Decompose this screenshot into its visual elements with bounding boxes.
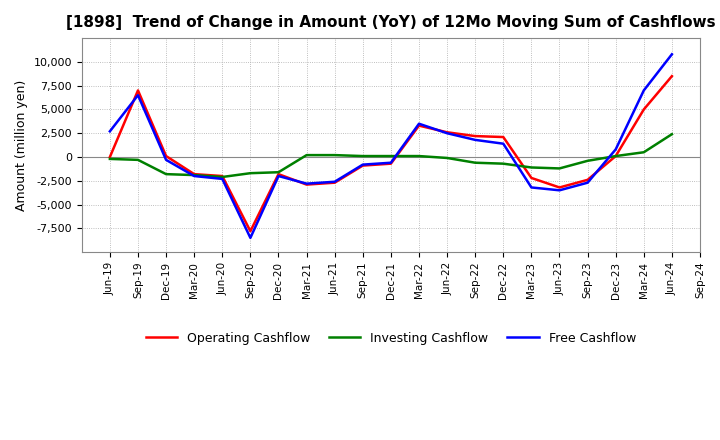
Free Cashflow	[302, 181, 311, 186]
Investing Cashflow	[471, 160, 480, 165]
Free Cashflow	[415, 121, 423, 126]
Investing Cashflow	[302, 153, 311, 158]
Operating Cashflow	[583, 177, 592, 183]
Operating Cashflow	[667, 73, 676, 79]
Operating Cashflow	[330, 180, 339, 185]
Operating Cashflow	[415, 123, 423, 128]
Free Cashflow	[274, 173, 283, 179]
Operating Cashflow	[302, 182, 311, 187]
Legend: Operating Cashflow, Investing Cashflow, Free Cashflow: Operating Cashflow, Investing Cashflow, …	[141, 327, 641, 350]
Free Cashflow	[611, 147, 620, 152]
Free Cashflow	[359, 162, 367, 167]
Free Cashflow	[218, 176, 227, 182]
Operating Cashflow	[527, 175, 536, 180]
Free Cashflow	[134, 92, 143, 98]
Free Cashflow	[162, 157, 171, 162]
Free Cashflow	[106, 128, 114, 134]
Investing Cashflow	[274, 169, 283, 175]
Line: Free Cashflow: Free Cashflow	[110, 54, 672, 238]
Investing Cashflow	[499, 161, 508, 166]
Investing Cashflow	[106, 156, 114, 161]
Operating Cashflow	[639, 107, 648, 112]
Free Cashflow	[667, 51, 676, 57]
Free Cashflow	[330, 179, 339, 184]
Operating Cashflow	[443, 130, 451, 135]
Operating Cashflow	[611, 154, 620, 159]
Operating Cashflow	[555, 185, 564, 190]
Investing Cashflow	[583, 158, 592, 163]
Free Cashflow	[499, 141, 508, 147]
Investing Cashflow	[218, 174, 227, 180]
Free Cashflow	[583, 180, 592, 185]
Free Cashflow	[443, 131, 451, 136]
Operating Cashflow	[359, 163, 367, 168]
Operating Cashflow	[106, 154, 114, 160]
Free Cashflow	[190, 173, 199, 179]
Operating Cashflow	[134, 88, 143, 93]
Investing Cashflow	[611, 154, 620, 159]
Investing Cashflow	[246, 171, 255, 176]
Investing Cashflow	[359, 154, 367, 159]
Investing Cashflow	[667, 132, 676, 137]
Line: Operating Cashflow: Operating Cashflow	[110, 76, 672, 231]
Free Cashflow	[527, 185, 536, 190]
Free Cashflow	[246, 235, 255, 241]
Investing Cashflow	[387, 154, 395, 159]
Line: Investing Cashflow: Investing Cashflow	[110, 134, 672, 177]
Investing Cashflow	[162, 172, 171, 177]
Investing Cashflow	[415, 154, 423, 159]
Investing Cashflow	[330, 153, 339, 158]
Operating Cashflow	[218, 173, 227, 179]
Operating Cashflow	[471, 133, 480, 139]
Operating Cashflow	[274, 172, 283, 177]
Free Cashflow	[471, 137, 480, 143]
Operating Cashflow	[162, 154, 171, 159]
Investing Cashflow	[190, 172, 199, 178]
Title: [1898]  Trend of Change in Amount (YoY) of 12Mo Moving Sum of Cashflows: [1898] Trend of Change in Amount (YoY) o…	[66, 15, 716, 30]
Free Cashflow	[387, 160, 395, 165]
Operating Cashflow	[499, 134, 508, 139]
Investing Cashflow	[527, 165, 536, 170]
Operating Cashflow	[246, 228, 255, 234]
Operating Cashflow	[387, 161, 395, 166]
Y-axis label: Amount (million yen): Amount (million yen)	[15, 80, 28, 211]
Operating Cashflow	[190, 172, 199, 177]
Investing Cashflow	[134, 157, 143, 162]
Free Cashflow	[555, 188, 564, 193]
Free Cashflow	[639, 88, 648, 93]
Investing Cashflow	[555, 166, 564, 171]
Investing Cashflow	[639, 150, 648, 155]
Investing Cashflow	[443, 155, 451, 161]
